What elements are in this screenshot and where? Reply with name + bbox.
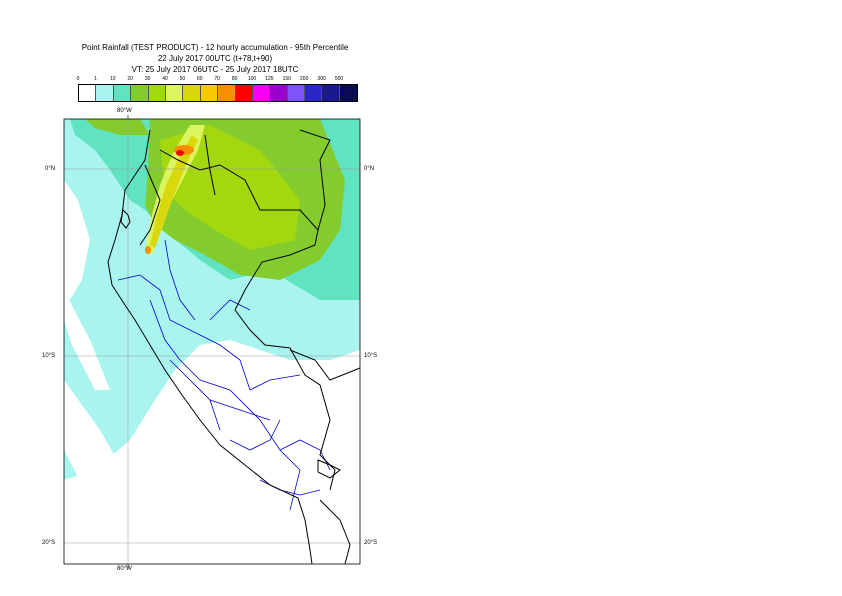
legend-swatch — [96, 85, 114, 101]
legend-threshold-label: 60 — [197, 76, 203, 82]
regional-borders — [117, 239, 331, 511]
legend-swatch — [218, 85, 236, 101]
legend-swatch — [148, 85, 166, 101]
legend-threshold-label: 80 — [231, 76, 238, 82]
legend-swatch — [339, 85, 358, 101]
lat-left-20s: 20°S — [42, 540, 56, 546]
lat-right-0: 0°N — [364, 166, 375, 172]
dry-ocean-streak-2 — [64, 290, 110, 390]
title-line-2: 22 July 2017 00UTC (t+78,t+90) — [157, 54, 273, 63]
legend-threshold-label: 20 — [127, 76, 133, 82]
yellow-green-patches — [160, 125, 300, 250]
legend-threshold-label: 50 — [179, 76, 186, 82]
title-line-3: VT: 25 July 2017 06UTC - 25 July 2017 18… — [131, 65, 299, 74]
legend-threshold-label: 200 — [300, 76, 309, 82]
map-field — [64, 119, 360, 564]
map-frame — [63, 118, 361, 565]
legend-swatch — [131, 85, 149, 101]
dry-ocean-streak-1 — [64, 380, 170, 564]
lat-right-20s: 20°S — [364, 540, 378, 546]
legend-threshold-label: 0 — [76, 76, 80, 82]
orange-secondary-area — [145, 246, 151, 254]
legend-swatch — [113, 85, 132, 101]
legend-swatch — [235, 85, 253, 101]
legend-swatch — [79, 85, 97, 101]
legend-swatch — [252, 85, 271, 101]
legend-swatch — [322, 85, 340, 101]
color-legend-bar — [78, 84, 359, 102]
legend-threshold-label: 125 — [265, 76, 274, 82]
legend-swatch — [200, 85, 219, 101]
legend-threshold-label: 40 — [162, 76, 168, 82]
legend-threshold-label: 10 — [110, 76, 116, 82]
legend-threshold-label: 150 — [282, 76, 291, 82]
dry-north-ocean — [64, 180, 90, 300]
legend-threshold-labels: 0 1 10 20 30 40 50 60 70 80 100 125 150 200 300 500 — [0, 76, 842, 84]
legend-threshold-label: 70 — [214, 76, 220, 82]
legend-threshold-label: 100 — [247, 76, 257, 82]
lat-left-0: 0°N — [45, 166, 56, 172]
lat-left-10s: 10°S — [42, 353, 56, 359]
legend-threshold-label: 1 — [94, 76, 97, 82]
lat-right-10s: 10°S — [364, 353, 378, 359]
legend-swatch — [165, 85, 184, 101]
red-max-point — [176, 150, 184, 156]
title-line-1: Point Rainfall (TEST PRODUCT) - 12 hourl… — [81, 43, 349, 52]
bottom-longitude-label: 80°W — [117, 566, 132, 572]
legend-threshold-label: 300 — [317, 76, 326, 82]
legend-swatch — [287, 85, 306, 101]
country-borders — [107, 129, 360, 564]
legend-threshold-label: 500 — [334, 76, 344, 82]
legend-swatch — [270, 85, 288, 101]
legend-swatch — [183, 85, 201, 101]
northwest-green-patch — [85, 119, 150, 135]
top-longitude-label: 80°W — [117, 108, 132, 114]
legend-threshold-label: 30 — [144, 76, 151, 82]
legend-swatch — [305, 85, 323, 101]
